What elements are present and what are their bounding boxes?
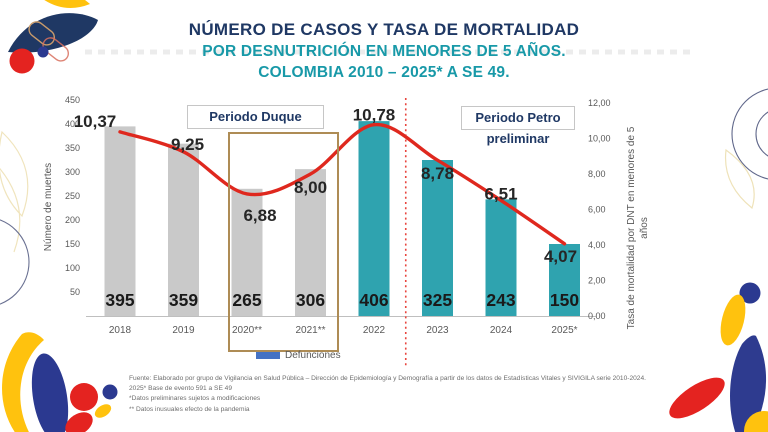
legend-swatch-defunciones — [256, 352, 280, 359]
right-axis-tick: 6,00 — [588, 205, 606, 215]
legend-label-defunciones: Defunciones — [285, 350, 341, 361]
bar-value-label: 406 — [359, 290, 388, 310]
rate-value-label: 8,00 — [294, 178, 327, 197]
periodo-petro-label: Periodo Petro — [461, 106, 575, 130]
bar-value-label: 306 — [296, 290, 325, 310]
rate-value-label: 6,88 — [243, 206, 276, 225]
periodo-petro-sublabel: preliminar — [486, 131, 550, 146]
rate-value-label: 4,07 — [544, 247, 577, 266]
category-label: 2019 — [172, 325, 195, 336]
rate-value-label: 10,37 — [74, 112, 117, 131]
bar-value-label: 359 — [169, 290, 198, 310]
right-axis-tick: 8,00 — [588, 169, 606, 179]
mortality-rate-line — [118, 122, 567, 246]
bar-2023 — [422, 160, 453, 316]
periodo-duque-label: Periodo Duque — [187, 105, 324, 129]
rate-value-label: 6,51 — [484, 184, 517, 203]
page-title: NÚMERO DE CASOS Y TASA DE MORTALIDAD — [188, 20, 580, 39]
category-label: 2022 — [363, 325, 386, 336]
bar-value-label: 325 — [423, 290, 452, 310]
right-axis-tick: 2,00 — [588, 276, 606, 286]
title-block: NÚMERO DE CASOS Y TASA DE MORTALIDAD POR… — [0, 20, 768, 82]
rate-value-label: 10,78 — [353, 106, 396, 125]
page-subtitle: POR DESNUTRICIÓN EN MENORES DE 5 AÑOS. — [202, 43, 566, 60]
bar-2022 — [358, 121, 390, 317]
duque-highlight-box — [228, 132, 339, 352]
bar-value-label: 395 — [105, 290, 134, 310]
bar-2024 — [485, 199, 517, 316]
left-axis-tick: 100 — [65, 263, 80, 273]
right-axis-tick: 0,00 — [588, 311, 606, 321]
category-label: 2025* — [551, 325, 577, 336]
left-axis-tick: 200 — [65, 215, 80, 225]
chart-legend: Defunciones — [256, 350, 341, 361]
bar-2021** — [295, 169, 326, 316]
source-footnotes: Fuente: Elaborado por grupo de Vigilanci… — [129, 374, 669, 415]
right-axis-tick: 12,00 — [588, 98, 611, 108]
bar-2018 — [104, 126, 136, 317]
left-axis-tick: 350 — [65, 143, 80, 153]
bar-value-label: 243 — [486, 290, 515, 310]
footnote-pandemic: ** Datos inusuales efecto de la pandemia — [129, 405, 250, 413]
bar-2020** — [231, 188, 263, 316]
right-axis-tick: 4,00 — [588, 240, 606, 250]
category-label: 2021** — [295, 325, 325, 336]
rate-value-label: 9,25 — [171, 135, 204, 154]
footnote-base: 2025* Base de evento 591 a SE 49 — [129, 385, 233, 393]
footnote-preliminary: *Datos preliminares sujetos a modificaci… — [129, 395, 261, 403]
category-label: 2023 — [426, 325, 449, 336]
right-axis-title-line2: años — [639, 217, 650, 239]
left-axis-tick: 250 — [65, 191, 80, 201]
page-subtitle-2: COLOMBIA 2010 – 2025* A SE 49. — [258, 64, 510, 81]
bar-2025* — [549, 244, 580, 316]
left-axis-title: Número de muertes — [43, 163, 54, 251]
bar-value-label: 150 — [550, 290, 579, 310]
footnote-source: Fuente: Elaborado por grupo de Vigilanci… — [129, 375, 646, 382]
bar-value-label: 265 — [232, 290, 261, 310]
bar-2019 — [168, 143, 199, 316]
left-axis-tick: 450 — [65, 95, 80, 105]
category-label: 2018 — [109, 325, 132, 336]
left-axis-tick: 300 — [65, 167, 80, 177]
right-axis-tick: 10,00 — [588, 134, 611, 144]
category-label: 2020** — [232, 325, 262, 336]
left-axis-tick: 150 — [65, 239, 80, 249]
right-axis-title: Tasa de mortalidad por DNT en menores de… — [626, 126, 637, 329]
left-axis-tick: 400 — [65, 119, 80, 129]
rate-value-label: 8,78 — [421, 164, 454, 183]
category-label: 2024 — [490, 325, 513, 336]
left-axis-tick: 50 — [70, 287, 80, 297]
